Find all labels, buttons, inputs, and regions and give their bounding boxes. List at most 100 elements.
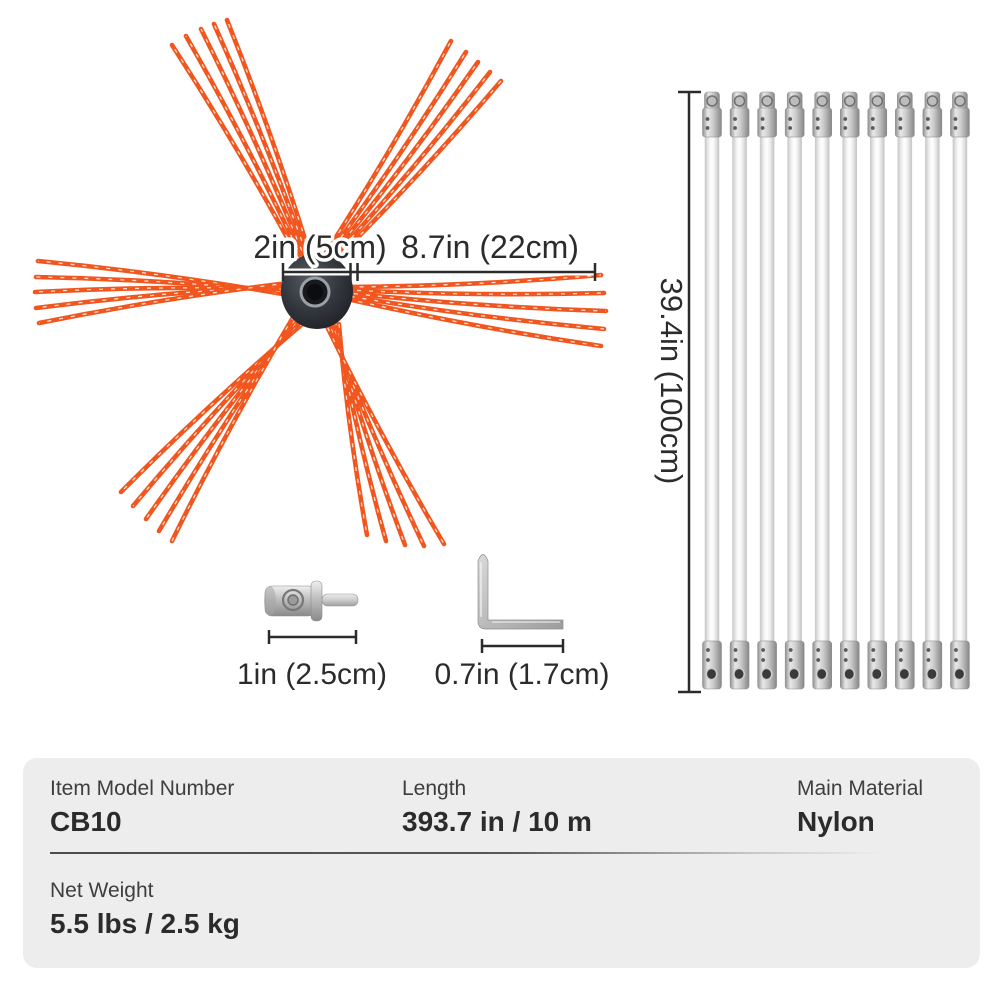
rod-connector-button <box>954 95 966 107</box>
rod-connector-hole <box>898 126 903 130</box>
rod-connector-button <box>733 95 746 107</box>
rod-top-connector-collar <box>784 107 805 138</box>
rod-connector-hole <box>788 126 793 130</box>
rod-top-connector-collar <box>757 107 777 138</box>
rod-connector-hole <box>926 658 931 662</box>
rod-connector-hole <box>870 117 875 121</box>
rod-body <box>842 136 857 642</box>
rod-bottom-connector <box>922 640 943 690</box>
rod-connector-hole <box>953 117 958 121</box>
spec-value: 5.5 lbs / 2.5 kg <box>50 908 240 940</box>
bristle-strand-twist-highlight <box>120 322 304 493</box>
extension-rod <box>757 91 777 690</box>
rod-bottom-connector <box>729 640 750 690</box>
bristle-length-label: 8.7in (22cm) <box>401 229 579 265</box>
rod-top-connector-collar <box>812 107 832 138</box>
bristle-strand-twist-highlight <box>35 285 289 309</box>
rod-connector-hole <box>871 648 876 652</box>
rod-body <box>787 136 802 642</box>
hub-center-hole-inner <box>307 284 323 300</box>
bristle-strand-twist-highlight <box>332 71 491 259</box>
rod-connector-hole <box>761 648 765 652</box>
rod-body <box>870 136 885 642</box>
rod-connector-hole <box>705 117 710 121</box>
bristle-cluster-lower-left <box>118 313 306 544</box>
extension-rod <box>950 91 970 690</box>
rod-connector-hole <box>788 648 793 652</box>
bristle-strand-twist-highlight <box>332 324 406 546</box>
bristle-strand <box>345 287 607 297</box>
bristle-cluster-upper-left <box>169 17 313 262</box>
extension-rod <box>729 91 750 690</box>
rod-socket-hole <box>898 667 911 681</box>
rod-socket-hole <box>733 667 745 681</box>
extension-rod <box>840 91 860 690</box>
rod-bottom-connector <box>784 640 805 690</box>
extension-rod <box>784 91 805 690</box>
rod-connector-button <box>871 95 884 107</box>
hex-key-size-label: 0.7in (1.7cm) <box>434 658 609 691</box>
rod-top-connector-collar <box>840 107 860 138</box>
rod-connector-hole <box>898 658 903 662</box>
rod-socket-hole <box>953 667 966 681</box>
rod-connector-button <box>899 95 911 107</box>
drill-adapter-illustration <box>264 580 359 622</box>
bristle-strand <box>169 313 297 544</box>
bristle-strand <box>36 280 291 326</box>
rod-bottom-connector <box>757 640 777 690</box>
bristle-strand <box>325 325 447 547</box>
bristle-strand <box>344 296 604 349</box>
bristle-strand-twist-highlight <box>334 80 502 261</box>
rod-connector-button <box>788 95 801 107</box>
bristle-strand-twist-highlight <box>213 23 308 256</box>
rod-socket-hole <box>870 667 883 681</box>
spec-label: Length <box>402 777 467 800</box>
bristle-strand <box>326 49 469 257</box>
rod-top-connector-collar <box>867 107 888 138</box>
bristle-strand-twist-highlight <box>330 61 479 257</box>
brush-width-dimension-line <box>281 263 597 281</box>
rod-set <box>702 91 970 690</box>
rod-bottom-connector <box>950 640 970 690</box>
rod-connector-hole <box>705 126 710 130</box>
rod-connector-hole <box>926 648 931 652</box>
bristle-cluster-upper-right <box>323 38 504 263</box>
rod-body <box>732 136 747 642</box>
bristle-clusters <box>32 17 609 549</box>
bristle-cluster-lower-right <box>325 321 447 549</box>
bristle-cluster-right <box>344 272 609 349</box>
rod-bottom-connector <box>840 640 860 690</box>
bristle-strand-twist-highlight <box>325 40 452 254</box>
rod-top-connector-collar <box>895 107 915 138</box>
bristle-strand <box>198 26 307 259</box>
bristle-cluster-left <box>32 258 292 326</box>
extension-rod <box>867 91 888 690</box>
rod-body <box>925 136 940 642</box>
spec-label: Item Model Number <box>50 777 235 800</box>
rod-connector-hole <box>843 126 848 130</box>
hex-key-dimension-line <box>480 639 565 653</box>
spec-divider <box>50 852 883 854</box>
rod-connector-hole <box>926 126 930 130</box>
rod-length-label: 39.4in (100cm) <box>654 278 689 485</box>
rod-bottom-connector <box>702 640 722 690</box>
rod-connector-hole <box>706 658 710 662</box>
rod-body <box>759 136 775 642</box>
rod-connector-hole <box>954 648 958 652</box>
rod-connector-hole <box>733 648 738 652</box>
rod-connector-hole <box>871 658 876 662</box>
bristle-strand-twist-highlight <box>158 316 298 532</box>
spec-length: Length 393.7 in / 10 m <box>402 777 592 838</box>
rod-connector-hole <box>898 648 903 652</box>
spec-item-model: Item Model Number CB10 <box>50 777 234 838</box>
extension-rod <box>702 91 722 690</box>
rod-connector-hole <box>843 117 848 121</box>
rod-connector-hole <box>843 658 848 662</box>
rod-connector-hole <box>788 117 793 121</box>
rod-connector-hole <box>926 117 930 121</box>
rod-connector-hole <box>816 648 821 652</box>
bristle-strand <box>345 293 607 332</box>
rod-body <box>704 136 720 642</box>
